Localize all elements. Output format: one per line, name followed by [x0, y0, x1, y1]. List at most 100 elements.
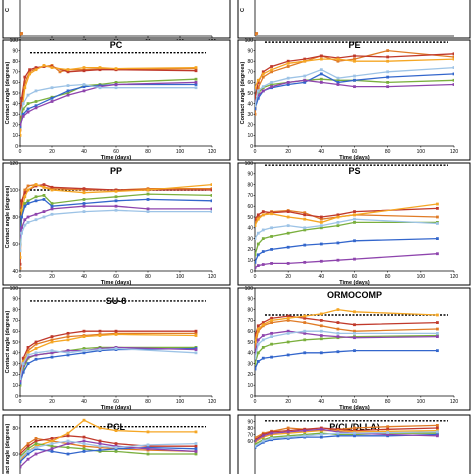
x-tick-label: 0	[254, 274, 257, 280]
chart-panel-pcl: 60 80 PCL Contact angle (degrees)	[2, 414, 231, 474]
data-point	[23, 86, 27, 90]
data-point	[82, 418, 86, 422]
data-point	[303, 81, 307, 84]
chart-title: ORMOCOMP	[327, 290, 382, 300]
data-point	[436, 202, 439, 206]
data-point	[34, 106, 38, 110]
data-point	[336, 327, 340, 331]
y-tick-label: 80	[12, 307, 18, 313]
data-point	[261, 210, 265, 213]
data-point	[34, 353, 38, 357]
x-tick-label: 20	[49, 399, 55, 405]
x-tick-label: 80	[145, 274, 151, 280]
data-point	[23, 81, 27, 84]
y-tick-label: 50	[12, 91, 18, 97]
data-point	[42, 183, 46, 186]
data-point	[98, 348, 102, 351]
data-point	[82, 335, 86, 338]
data-point	[353, 57, 356, 61]
data-point	[20, 208, 23, 212]
data-point	[34, 183, 38, 186]
data-point	[270, 70, 273, 74]
data-point	[256, 217, 260, 221]
x-tick-label: 80	[385, 149, 391, 155]
data-point	[286, 319, 290, 322]
y-tick-label: 120	[10, 161, 19, 167]
y-tick-label: 90	[247, 48, 253, 54]
data-point	[194, 351, 198, 355]
data-point	[23, 204, 27, 208]
data-point	[210, 207, 212, 211]
x-tick-label: 80	[385, 274, 391, 280]
data-point	[286, 210, 290, 213]
data-point	[42, 215, 46, 219]
data-point	[82, 83, 86, 86]
x-tick-label: 100	[176, 399, 185, 405]
x-tick-label: 0	[254, 149, 257, 155]
data-point	[26, 93, 30, 97]
x-tick-label: 80	[145, 149, 151, 155]
data-point	[42, 198, 46, 201]
data-point	[336, 350, 340, 354]
data-point	[20, 231, 23, 235]
series-line	[20, 347, 197, 379]
y-tick-label: 80	[247, 182, 253, 188]
data-point	[261, 346, 265, 349]
y-tick-label: 40	[247, 226, 253, 232]
data-point	[255, 356, 257, 360]
data-point	[261, 72, 265, 76]
x-tick-label: 100	[417, 274, 426, 280]
data-point	[303, 59, 307, 63]
data-point	[436, 331, 439, 335]
series-group	[20, 183, 212, 270]
data-point	[82, 187, 86, 191]
data-point	[353, 336, 356, 340]
data-point	[261, 323, 265, 327]
data-point	[319, 324, 323, 328]
y-tick-label: 60	[12, 80, 18, 86]
data-point	[20, 465, 22, 469]
data-point	[21, 367, 25, 371]
data-point	[256, 86, 260, 90]
data-point	[255, 436, 257, 440]
data-point	[303, 338, 307, 342]
y-tick-label: 60	[12, 452, 18, 458]
panel-frame	[237, 287, 471, 411]
data-point	[34, 442, 38, 445]
data-point	[255, 346, 257, 349]
data-point	[82, 435, 86, 439]
data-point	[20, 452, 22, 456]
data-point	[50, 202, 54, 205]
data-point	[319, 329, 323, 333]
data-point	[303, 211, 307, 215]
data-point	[34, 342, 38, 346]
data-point	[194, 66, 198, 69]
data-point	[436, 426, 439, 430]
data-point	[20, 379, 22, 383]
data-point	[270, 342, 273, 346]
data-point	[319, 226, 323, 230]
x-tick-label: 60	[352, 274, 358, 280]
data-point	[82, 66, 86, 69]
data-point	[34, 100, 38, 103]
series-line	[255, 237, 438, 263]
series-line	[255, 431, 438, 447]
data-point	[353, 329, 356, 333]
data-point	[353, 210, 356, 213]
x-tick-label: 120	[208, 274, 217, 280]
y-tick-label: 100	[10, 38, 19, 44]
data-point	[436, 206, 439, 210]
data-point	[386, 433, 390, 436]
y-tick-label: 50	[247, 340, 253, 346]
data-point	[286, 331, 290, 335]
data-point	[336, 308, 340, 311]
x-tick-label: 40	[81, 399, 87, 405]
data-point	[386, 85, 390, 89]
data-point	[436, 327, 439, 331]
data-point	[336, 434, 340, 438]
y-tick-label: 60	[247, 204, 253, 210]
data-point	[353, 331, 356, 335]
data-point	[26, 450, 30, 453]
data-point	[261, 338, 265, 342]
